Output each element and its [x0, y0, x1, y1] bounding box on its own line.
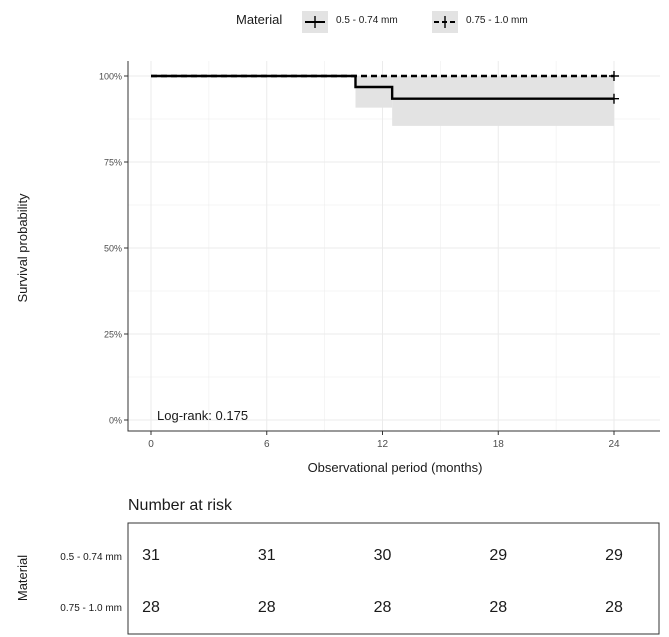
risk-cell: 30: [374, 547, 392, 564]
legend-key-1: [432, 11, 458, 33]
x-axis-ticks: 0 6 12 18 24: [148, 431, 620, 450]
y-tick-label: 75%: [104, 158, 122, 168]
ci-band-0: [392, 76, 614, 126]
risk-row-label-0: 0.5 - 0.74 mm: [60, 552, 122, 563]
censor-mark-1: [609, 71, 619, 81]
x-axis-label: Observational period (months): [308, 460, 483, 475]
logrank-annotation: Log-rank: 0.175: [157, 408, 248, 423]
risk-table-cells: 31 31 30 29 29 28 28 28 28 28: [142, 547, 623, 616]
legend-label-0: 0.5 - 0.74 mm: [336, 15, 398, 26]
risk-row-label-1: 0.75 - 1.0 mm: [60, 603, 122, 614]
risk-cell: 29: [605, 547, 623, 564]
y-axis-label: Survival probability: [15, 193, 30, 303]
x-tick-label: 12: [377, 439, 389, 450]
risk-cell: 29: [489, 547, 507, 564]
confidence-bands: [355, 76, 614, 126]
legend: Material 0.5 - 0.74 mm 0.75 - 1.0 mm: [236, 11, 528, 33]
censor-marks: [609, 71, 619, 104]
ci-band-0: [355, 76, 393, 108]
y-axis-ticks: 0% 25% 50% 75% 100%: [99, 72, 128, 426]
survival-curves: [151, 74, 614, 100]
plot-panel: 0% 25% 50% 75% 100% 0 6 12 18 24 Log-rank: 0.175: [99, 61, 660, 450]
risk-table: Number at risk Material 0.5 - 0.74 mm 0.…: [15, 497, 660, 635]
risk-table-title: Number at risk: [128, 497, 233, 514]
x-tick-label: 24: [608, 439, 620, 450]
risk-cell: 28: [489, 599, 507, 616]
risk-table-frame: [127, 522, 660, 635]
legend-key-0: [302, 11, 328, 33]
y-tick-label: 100%: [99, 72, 122, 82]
x-tick-label: 18: [493, 439, 505, 450]
legend-label-1: 0.75 - 1.0 mm: [466, 15, 528, 26]
survival-curve-0: [151, 74, 614, 100]
risk-table-group-label: Material: [15, 555, 30, 601]
risk-cell: 28: [605, 599, 623, 616]
risk-cell: 31: [142, 547, 160, 564]
y-tick-label: 25%: [104, 330, 122, 340]
legend-title: Material: [236, 12, 282, 27]
x-tick-label: 6: [264, 439, 270, 450]
y-tick-label: 0%: [109, 416, 122, 426]
risk-cell: 28: [258, 599, 276, 616]
risk-cell: 28: [142, 599, 160, 616]
y-tick-label: 50%: [104, 244, 122, 254]
risk-cell: 28: [374, 599, 392, 616]
risk-cell: 31: [258, 547, 276, 564]
censor-mark-0: [609, 93, 619, 104]
axis-lines: [127, 61, 660, 432]
x-tick-label: 0: [148, 439, 154, 450]
